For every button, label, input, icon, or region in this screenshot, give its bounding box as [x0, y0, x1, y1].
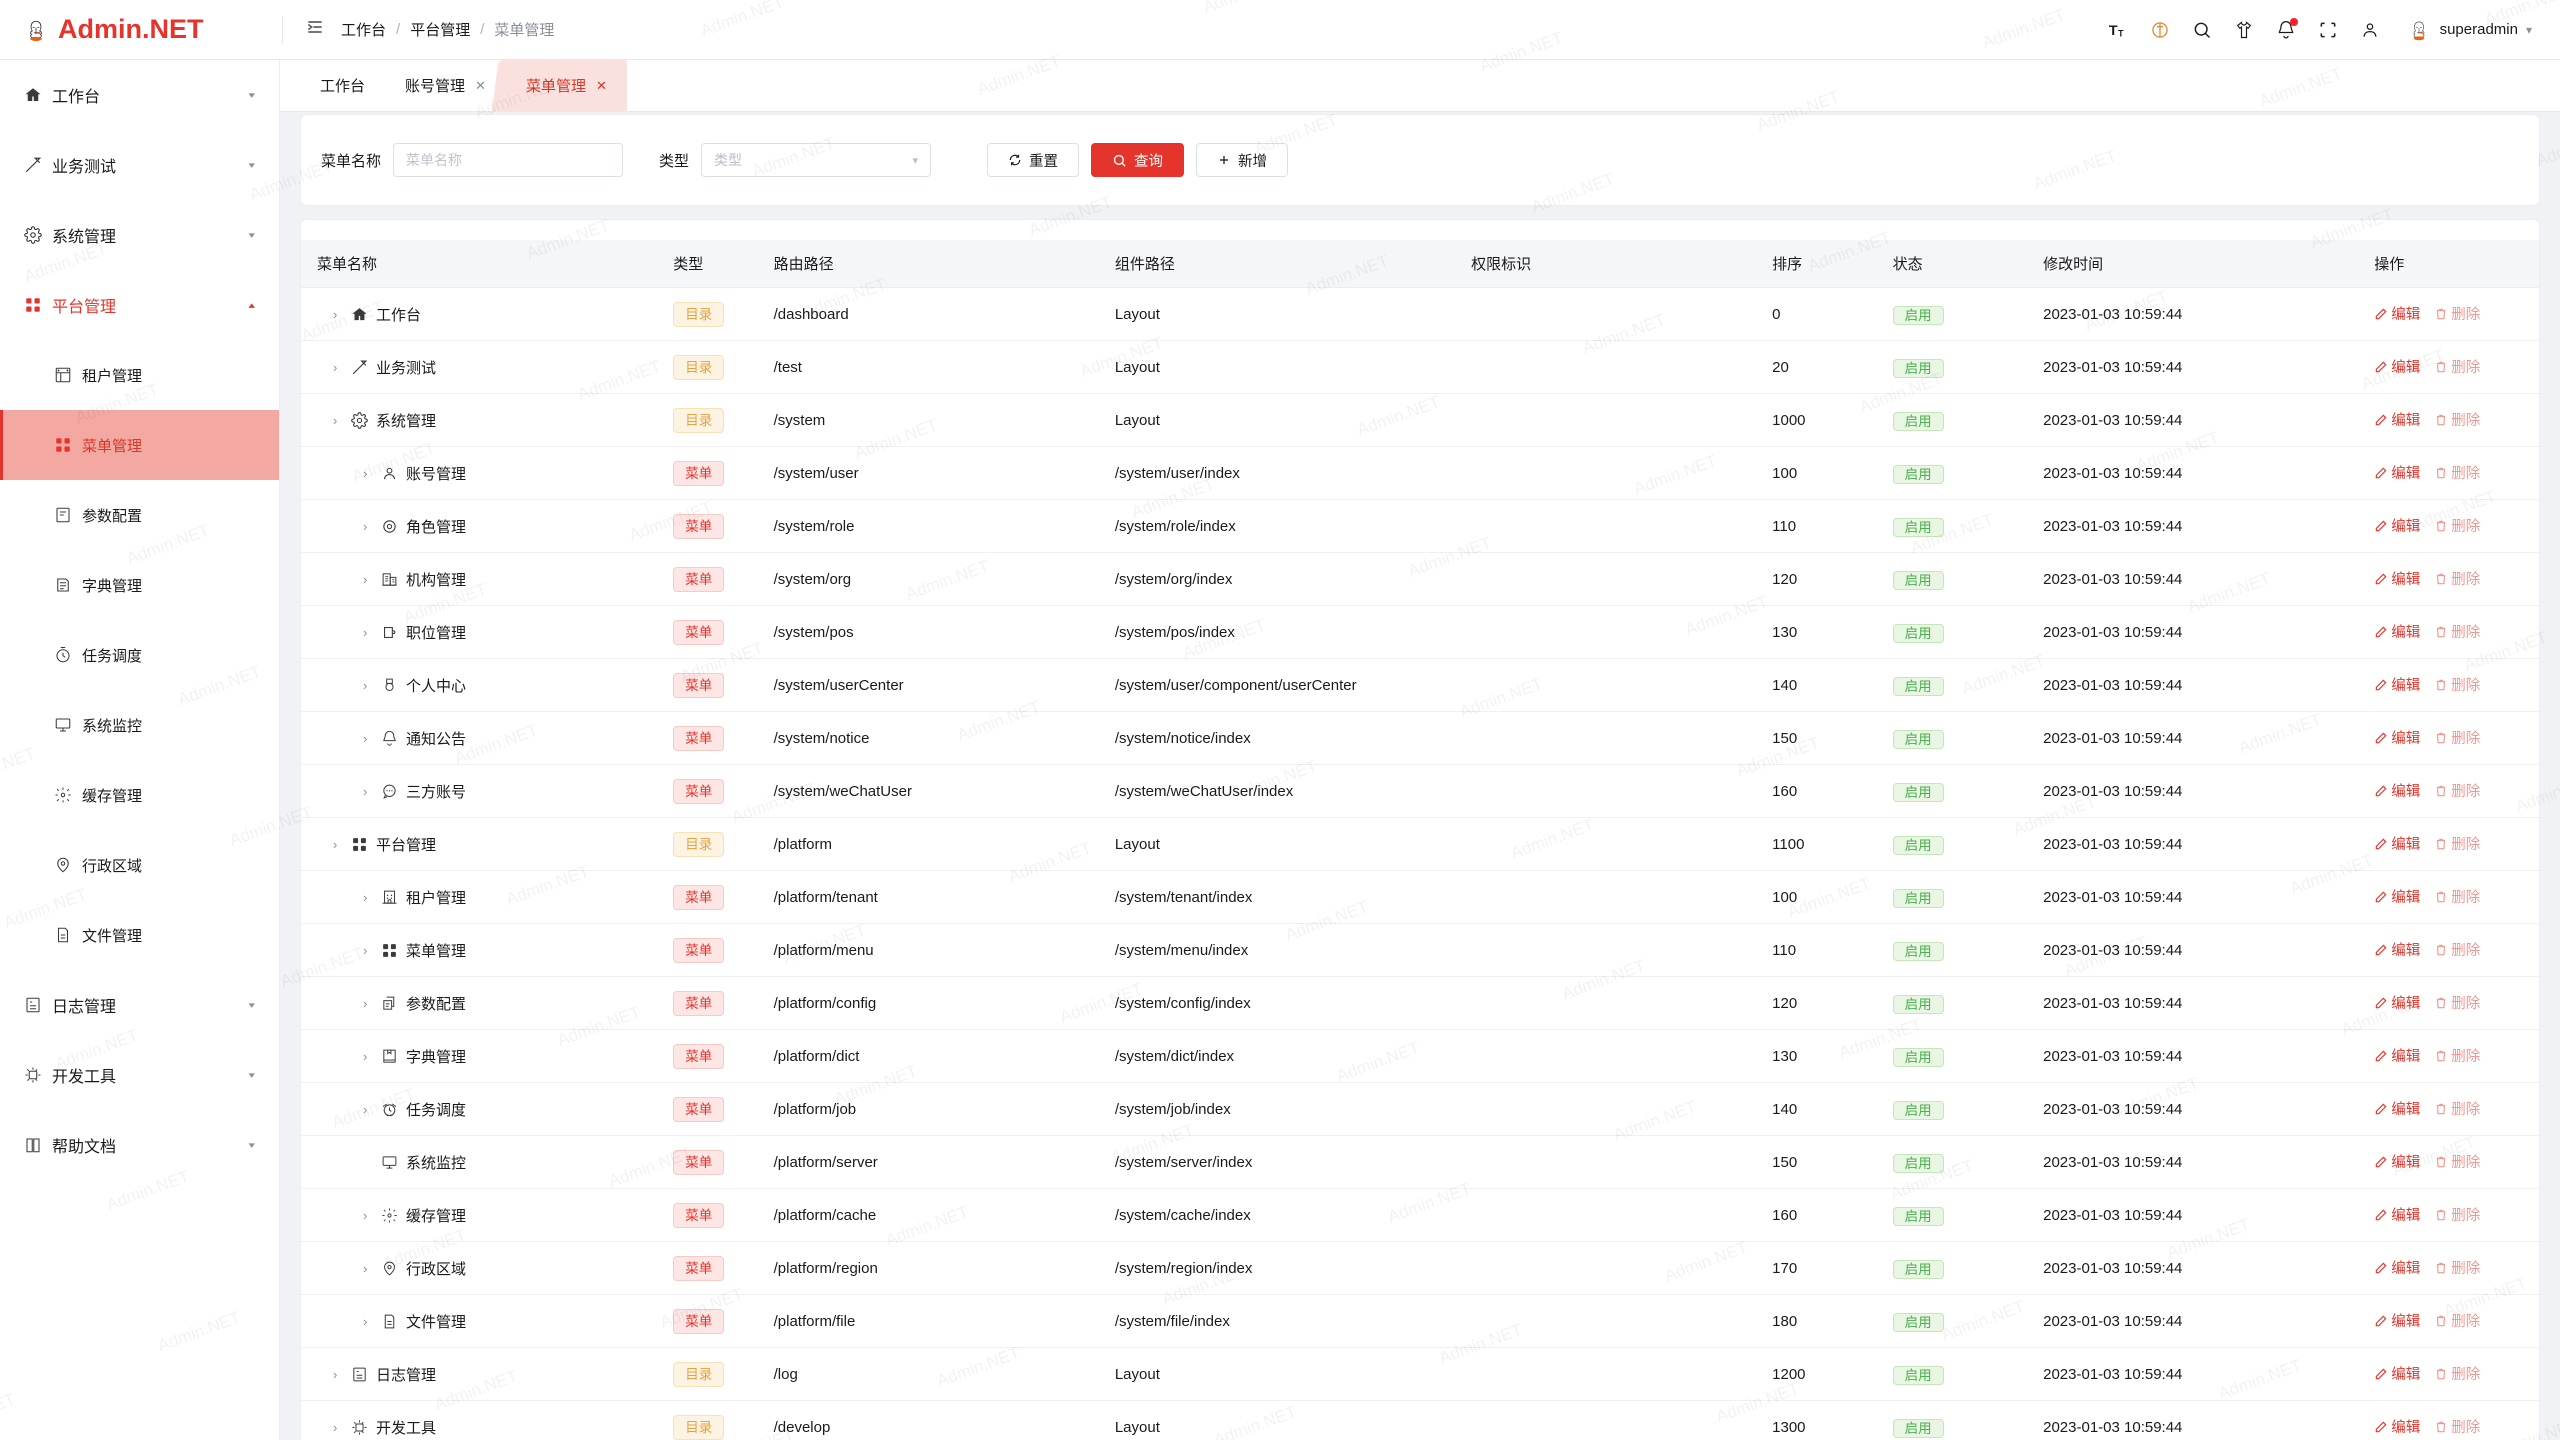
svg-text:T: T	[2118, 28, 2124, 38]
svg-text:T: T	[2108, 23, 2117, 39]
